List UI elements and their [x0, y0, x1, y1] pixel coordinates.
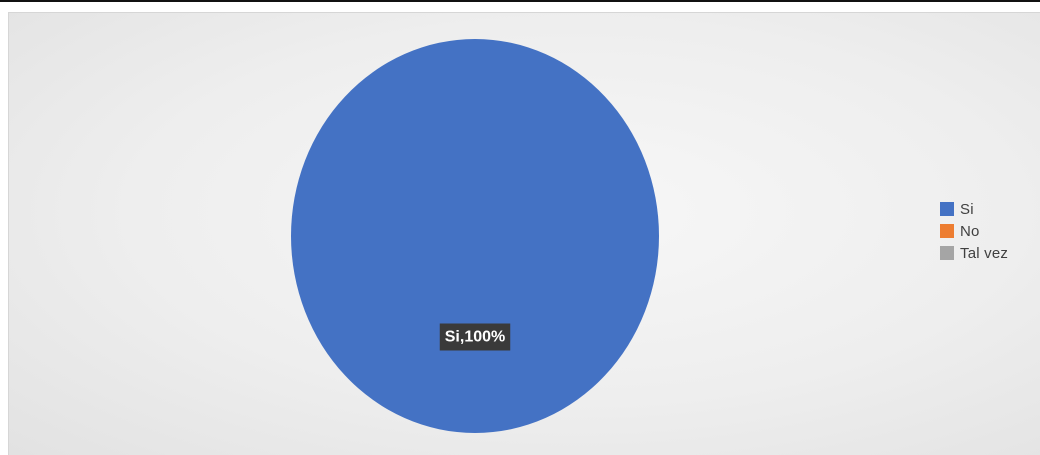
legend-label-no: No [960, 222, 980, 240]
legend-label-tal-vez: Tal vez [960, 244, 1009, 262]
data-label-text: Si,100% [445, 329, 505, 346]
data-label-background [439, 323, 511, 351]
legend-item-tal-vez: Tal vez [940, 242, 1008, 264]
pie-data-labels: Si,100% [439, 323, 511, 351]
legend-swatch-tal-vez [940, 246, 954, 260]
top-border-line [0, 0, 1040, 2]
legend-label-si: Si [960, 200, 974, 218]
data-label-si: Si,100% [439, 323, 511, 351]
legend: Si No Tal vez [940, 198, 1008, 264]
pie-slice-si [291, 39, 659, 433]
legend-item-no: No [940, 220, 1008, 242]
pie-slices [291, 39, 659, 433]
legend-item-si: Si [940, 198, 1008, 220]
legend-swatch-no [940, 224, 954, 238]
legend-swatch-si [940, 202, 954, 216]
